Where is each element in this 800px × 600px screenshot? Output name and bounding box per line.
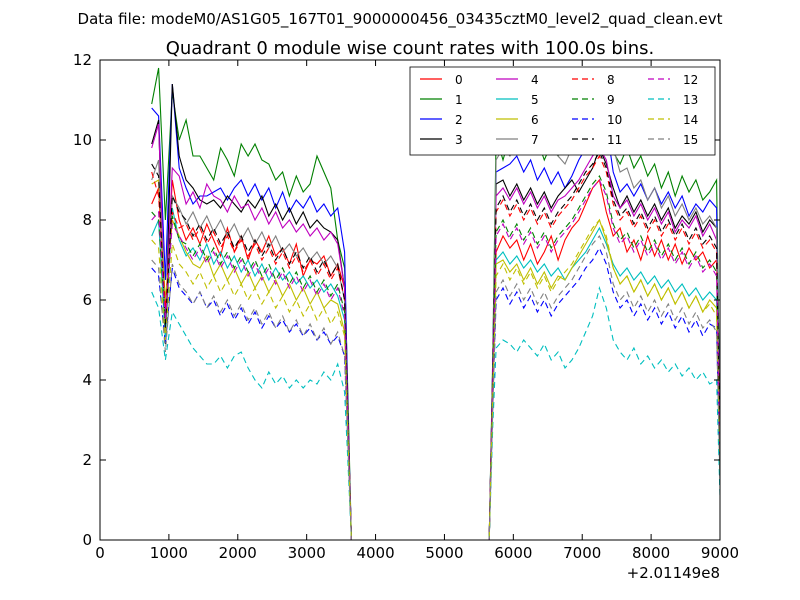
legend-box [409,66,716,156]
legend-label-11: 11 [607,133,622,147]
x-offset-label: +2.01149e8 [627,564,720,582]
series-line-5 [151,207,720,540]
y-tick-label: 10 [73,131,92,149]
legend-label-8: 8 [607,73,615,87]
y-tick-label: 4 [82,371,92,389]
legend-label-12: 12 [683,73,698,87]
series-line-6 [151,179,720,540]
legend-label-7: 7 [531,133,539,147]
series-line-8 [151,154,720,540]
legend-label-5: 5 [531,93,539,107]
legend-label-4: 4 [531,73,539,87]
legend-label-10: 10 [607,113,622,127]
x-tick-label: 1000 [150,544,188,562]
y-tick-label: 6 [82,291,92,309]
legend-label-3: 3 [455,133,463,147]
legend-label-1: 1 [455,93,463,107]
x-tick-label: 8000 [632,544,670,562]
series-line-0 [151,178,720,540]
series-line-12 [151,178,720,540]
legend-label-6: 6 [531,113,539,127]
x-tick-label: 5000 [425,544,463,562]
x-tick-label: 7000 [563,544,601,562]
legend-label-14: 14 [683,113,698,127]
series-line-15 [151,234,720,540]
y-tick-label: 12 [73,51,92,69]
axes: 0 1000 2000 3000 4000 5000 6000 7000 8000 9000 0 2 4… [73,51,739,562]
legend-label-0: 0 [455,73,463,87]
legend-label-9: 9 [607,93,615,107]
x-tick-label: 6000 [494,544,532,562]
y-tick-label: 0 [82,531,92,549]
x-tick-label: 3000 [288,544,326,562]
x-tick-label: 9000 [701,544,739,562]
legend-label-15: 15 [683,133,698,147]
x-tick-label: 4000 [356,544,394,562]
chart-title: Quadrant 0 module wise count rates with … [166,38,655,59]
y-tick-label: 2 [82,451,92,469]
x-tick-label: 0 [95,544,105,562]
y-tick-label: 8 [82,211,92,229]
legend-label-13: 13 [683,93,698,107]
chart-suptitle: Data file: modeM0/AS1G05_167T01_90000004… [78,10,723,29]
x-tick-label: 2000 [219,544,257,562]
plot-area [151,67,720,540]
legend-label-2: 2 [455,113,463,127]
series-line-13 [151,286,720,540]
